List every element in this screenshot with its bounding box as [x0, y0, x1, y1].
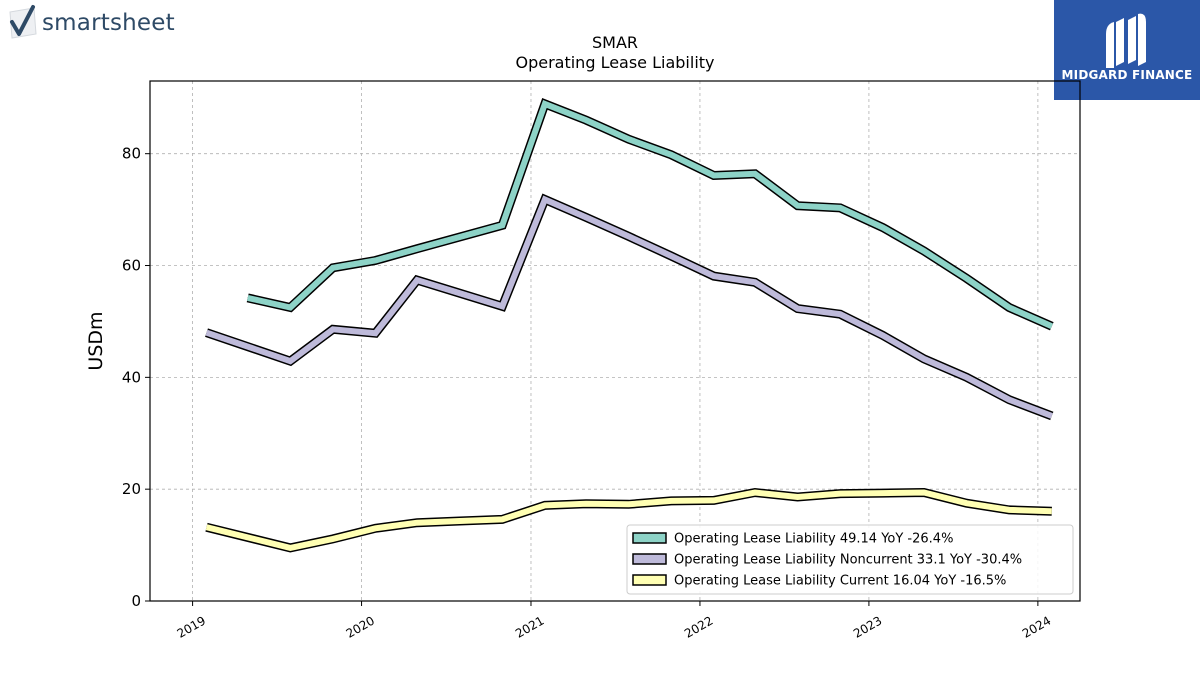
x-tick-label: 2024	[1020, 613, 1053, 640]
midgard-emblem-icon	[1106, 13, 1146, 68]
series-outline-1	[246, 98, 1054, 331]
plot-frame	[149, 80, 1081, 602]
y-tick-label: 0	[131, 592, 141, 610]
series-line-1	[247, 99, 1054, 329]
x-tick-label: 2019	[175, 613, 208, 640]
x-tick-label: 2022	[682, 613, 715, 640]
grid	[150, 81, 1080, 602]
smartsheet-logo: smartsheet	[6, 4, 175, 42]
x-axis: 2019 2020 2021 2022 2023 2024	[175, 601, 1053, 641]
chart-title: SMAR	[591, 33, 639, 52]
y-axis-label: USDm	[85, 311, 107, 370]
checkmark-icon	[9, 5, 37, 39]
series-line-2	[205, 195, 1053, 419]
smartsheet-logo-text: smartsheet	[42, 10, 175, 36]
series-lines	[205, 98, 1054, 553]
midgard-finance-text: MIDGARD FINANCE	[1061, 68, 1193, 82]
series-line-3	[205, 489, 1052, 551]
legend-swatch-3	[632, 574, 667, 586]
series-outline-2	[205, 193, 1054, 421]
x-tick-label: 2021	[513, 613, 546, 640]
y-tick-label: 80	[122, 145, 141, 163]
legend-box	[626, 524, 1074, 595]
x-tick-label: 2023	[851, 613, 884, 640]
y-tick-label: 40	[122, 368, 141, 386]
y-tick-label: 20	[122, 480, 141, 498]
midgard-finance-badge: MIDGARD FINANCE	[1054, 0, 1200, 100]
x-tick-label: 2020	[344, 613, 377, 640]
legend-entry-3: Operating Lease Liability Current 16.04 …	[674, 574, 1006, 589]
legend-swatch-2	[632, 553, 667, 565]
y-tick-label: 60	[122, 257, 141, 275]
legend-entry-2: Operating Lease Liability Noncurrent 33.…	[674, 553, 1022, 568]
legend: Operating Lease Liability 49.14 YoY -26.…	[626, 524, 1074, 595]
chart-subtitle: Operating Lease Liability	[515, 53, 715, 72]
legend-entry-1: Operating Lease Liability 49.14 YoY -26.…	[674, 532, 953, 547]
y-axis: 0 20 40 60 80	[122, 145, 150, 610]
legend-swatch-1	[632, 532, 667, 544]
